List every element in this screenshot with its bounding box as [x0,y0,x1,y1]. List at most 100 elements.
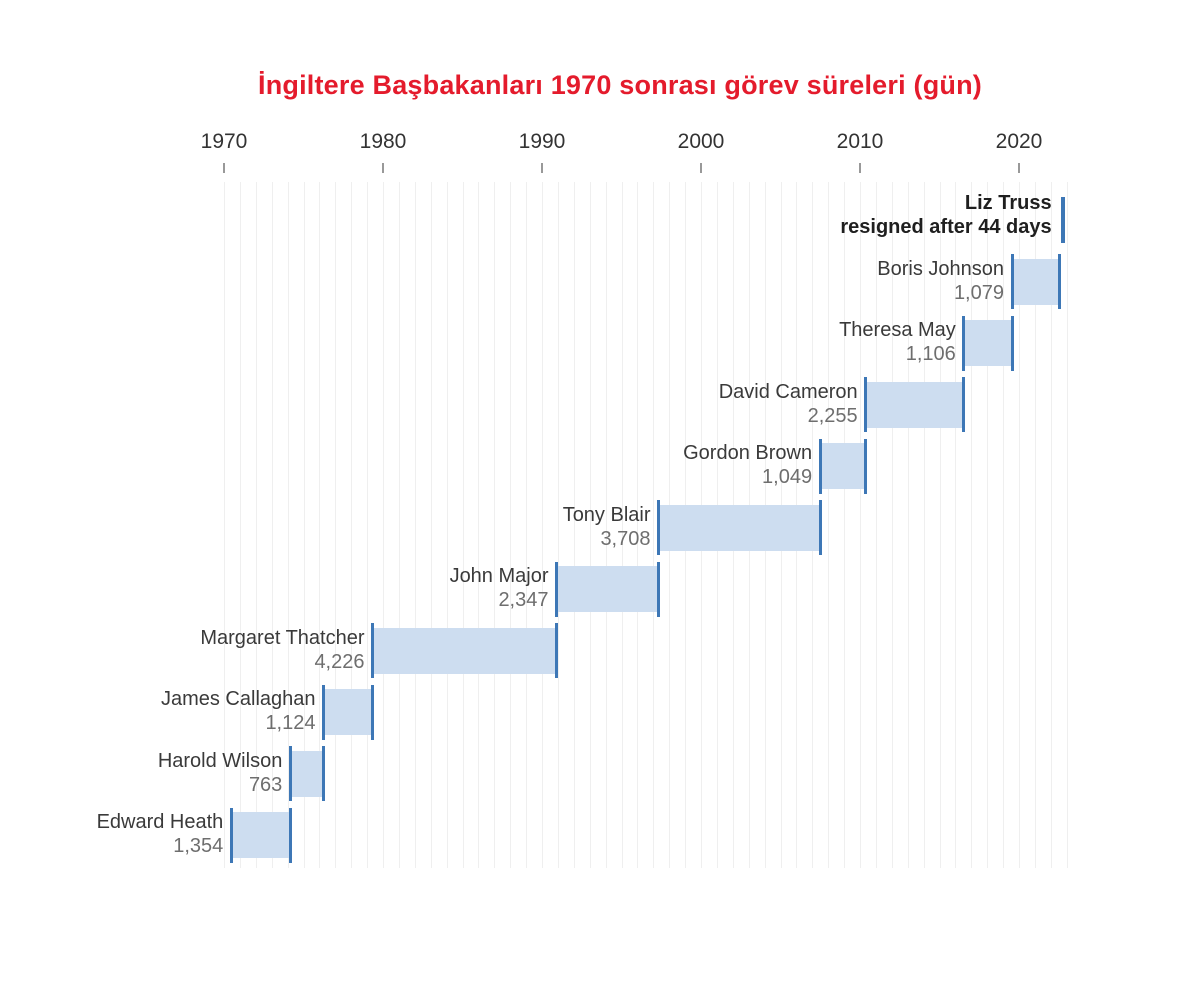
gridline [287,182,289,868]
gridline [1003,182,1005,868]
pm-bar-end-cap-tony-blair [818,500,822,555]
pm-bar-edward-heath [231,812,291,858]
axis-tick-label-1980: 1980 [359,130,407,153]
pm-value-label-liz-truss: resigned after 44 days [840,216,1052,238]
pm-name-label-harold-wilson: Harold Wilson [157,749,283,772]
pm-value-label-edward-heath: 1,354 [173,835,224,857]
gridline [478,182,480,868]
pm-bar-start-cap-david-cameron [864,377,868,432]
pm-bar-end-cap-theresa-may [1010,315,1014,371]
pm-name-label-gordon-brown: Gordon Brown [683,442,813,464]
gridline [844,182,846,868]
pm-name-label-david-cameron: David Cameron [718,380,858,403]
pm-name-label-tony-blair: Tony Blair [562,503,651,526]
gridline [891,182,893,868]
pm-bar-end-cap-margaret-thatcher [555,623,558,678]
gridline [430,182,432,868]
axis-tick-label-2020: 2020 [995,130,1043,153]
axis-tick-label-2000: 2000 [677,130,725,153]
gridline [319,182,321,868]
gridline [605,182,607,868]
gridline [637,182,639,868]
pm-bar-gordon-brown [820,443,866,489]
gridline [923,182,925,868]
pm-name-label-margaret-thatcher: Margaret Thatcher [200,626,365,649]
gridline [398,182,400,868]
pm-bar-start-cap-theresa-may [962,315,966,371]
gridline [907,182,909,868]
gridline [971,182,973,868]
gridline [1050,182,1052,868]
gridline [367,182,369,868]
pm-bar-start-cap-boris-johnson [1010,254,1014,309]
gridline [224,182,225,868]
gridline [303,182,305,868]
pm-bar-start-cap-margaret-thatcher [371,623,374,678]
gridline [653,182,655,868]
pm-name-label-theresa-may: Theresa May [839,319,956,341]
gridline [494,182,496,868]
pm-name-label-edward-heath: Edward Heath [96,811,224,833]
pm-bar-end-cap-james-callaghan [371,684,374,740]
pm-bar-end-cap-gordon-brown [864,438,868,494]
pm-name-label-james-callaghan: James Callaghan [160,688,316,710]
pm-bar-start-cap-james-callaghan [322,684,325,740]
gridline [589,182,591,868]
chart-title: İngiltere Başbakanları 1970 sonrası göre… [258,70,982,100]
pm-bar-tony-blair [658,504,820,551]
gridline [335,182,337,868]
axis-tick-mark-2000 [700,163,702,173]
gridline [239,182,241,868]
pm-bar-start-cap-edward-heath [229,807,233,863]
gridline [955,182,957,868]
pm-value-label-theresa-may: 1,106 [905,343,956,365]
gridline [828,182,830,868]
pm-bar-harold-wilson [290,750,324,797]
gridline [255,182,257,868]
gridline [526,182,528,868]
pm-bar-theresa-may [963,320,1012,366]
pm-bar-james-callaghan [323,689,373,735]
pm-bar-margaret-thatcher [372,627,557,674]
pm-value-label-gordon-brown: 1,049 [762,466,813,488]
pm-bar-end-cap-edward-heath [288,807,292,863]
gridline [621,182,623,868]
axis-tick-mark-2020 [1018,163,1020,173]
pm-bar-boris-johnson [1012,258,1059,305]
gridline [939,182,941,868]
pm-value-label-tony-blair: 3,708 [600,527,651,550]
gridline [271,182,273,868]
gridline [987,182,989,868]
gridline [462,182,464,868]
pm-value-label-james-callaghan: 1,124 [265,712,316,734]
pm-value-label-john-major: 2,347 [498,589,549,611]
pm-bar-end-cap-boris-johnson [1057,254,1061,309]
axis-tick-mark-1990 [541,163,543,173]
pm-bar-start-cap-gordon-brown [818,438,822,494]
pm-bar-john-major [556,566,659,612]
pm-bar-end-cap-harold-wilson [322,746,325,801]
gridline [510,182,512,868]
axis-tick-label-2010: 2010 [836,130,884,153]
gridline [557,182,559,868]
axis-tick-mark-1980 [382,163,384,173]
pm-value-label-margaret-thatcher: 4,226 [314,650,365,673]
axis-tick-label-1990: 1990 [518,130,566,153]
pm-bar-david-cameron [865,381,964,428]
pm-bar-end-cap-david-cameron [962,377,966,432]
pm-value-label-boris-johnson: 1,079 [953,281,1004,304]
axis-tick-mark-2010 [859,163,861,173]
pm-bar-start-cap-tony-blair [657,500,660,555]
gridline [383,182,384,868]
gridline [542,182,543,868]
axis-tick-mark-1970 [223,163,225,173]
axis-tick-label-1970: 1970 [200,130,248,153]
gridline [1019,182,1020,868]
pm-name-label-john-major: John Major [449,565,549,587]
pm-bar-start-cap-john-major [555,561,558,617]
gridline [351,182,353,868]
pm-bar-end-cap-john-major [657,561,661,617]
pm-bar-liz-truss [1060,197,1065,243]
gridline [860,182,861,868]
